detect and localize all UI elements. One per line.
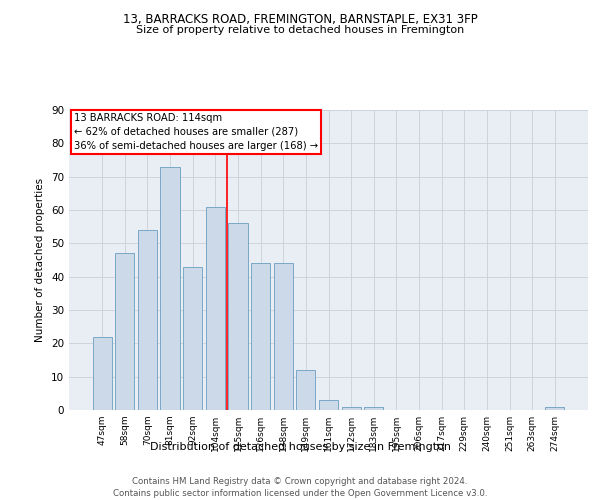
Text: 13, BARRACKS ROAD, FREMINGTON, BARNSTAPLE, EX31 3FP: 13, BARRACKS ROAD, FREMINGTON, BARNSTAPL… xyxy=(122,12,478,26)
Bar xyxy=(341,406,361,410)
Bar xyxy=(251,264,270,410)
Text: Distribution of detached houses by size in Fremington: Distribution of detached houses by size … xyxy=(149,442,451,452)
Bar xyxy=(138,230,157,410)
Text: Size of property relative to detached houses in Fremington: Size of property relative to detached ho… xyxy=(136,25,464,35)
Bar xyxy=(115,254,134,410)
Bar xyxy=(92,336,112,410)
Bar xyxy=(545,406,565,410)
Text: Contains HM Land Registry data © Crown copyright and database right 2024.
Contai: Contains HM Land Registry data © Crown c… xyxy=(113,476,487,498)
Bar xyxy=(319,400,338,410)
Bar xyxy=(274,264,293,410)
Bar xyxy=(364,406,383,410)
Bar xyxy=(296,370,316,410)
Bar xyxy=(206,206,225,410)
Bar xyxy=(160,166,180,410)
Bar xyxy=(183,266,202,410)
Text: 13 BARRACKS ROAD: 114sqm
← 62% of detached houses are smaller (287)
36% of semi-: 13 BARRACKS ROAD: 114sqm ← 62% of detach… xyxy=(74,113,319,151)
Bar xyxy=(229,224,248,410)
Y-axis label: Number of detached properties: Number of detached properties xyxy=(35,178,46,342)
